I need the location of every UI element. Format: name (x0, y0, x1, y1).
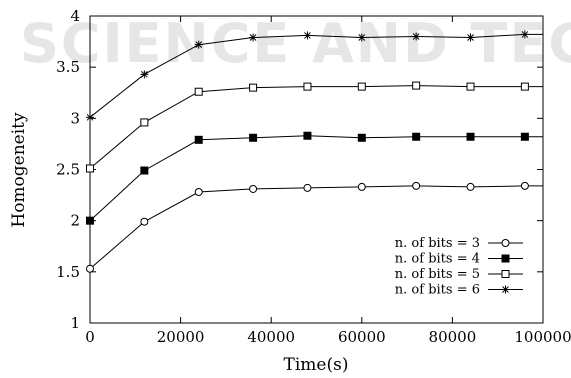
data-point (86, 264, 94, 273)
data-point (520, 30, 529, 39)
legend-entry: n. of bits = 5 (395, 267, 523, 282)
data-point (412, 132, 421, 141)
legend-label: n. of bits = 3 (395, 236, 480, 251)
x-tick-label: 20000 (157, 328, 205, 346)
legend-marker (501, 254, 510, 263)
data-point (303, 31, 312, 40)
legend-marker (501, 285, 510, 294)
series-4 (86, 30, 543, 122)
legend-label: n. of bits = 5 (395, 267, 480, 282)
legend: n. of bits = 3n. of bits = 4n. of bits =… (395, 236, 523, 298)
y-tick-label: 2 (70, 212, 80, 230)
data-point (303, 82, 312, 91)
x-tick-label: 80000 (429, 328, 477, 346)
data-point (357, 33, 366, 42)
data-point (194, 135, 203, 144)
data-point (357, 82, 366, 91)
data-point (303, 131, 312, 140)
data-point (412, 181, 421, 190)
data-point (412, 81, 421, 90)
series-3 (86, 81, 543, 173)
data-point (520, 132, 529, 141)
legend-marker (501, 270, 510, 278)
data-point (86, 216, 94, 225)
y-tick-label: 4 (70, 7, 80, 25)
data-point (194, 188, 203, 197)
series-line (89, 135, 543, 222)
x-axis: 0 20000 40000 60000 80000 100000 (85, 16, 571, 346)
data-point (357, 133, 366, 142)
watermark-text: SCIENCE AND TECH (20, 12, 571, 75)
y-tick-label: 1.5 (56, 263, 80, 281)
data-point (140, 118, 149, 127)
data-point (357, 182, 366, 191)
data-point (194, 87, 203, 96)
data-point (303, 183, 312, 192)
series-line (89, 33, 543, 118)
x-tick-label: 40000 (247, 328, 295, 346)
data-point (466, 132, 475, 141)
series-1 (86, 181, 543, 273)
y-tick-label: 3.5 (56, 58, 80, 76)
legend-label: n. of bits = 4 (395, 252, 480, 267)
legend-label: n. of bits = 6 (395, 283, 480, 298)
series-layer (86, 30, 543, 273)
y-axis-title: Homogeneity (9, 112, 29, 228)
data-point (466, 33, 475, 42)
series-2 (86, 131, 543, 225)
data-point (520, 82, 529, 91)
data-point (140, 70, 149, 79)
data-point (194, 40, 203, 49)
legend-marker (501, 239, 510, 247)
data-point (86, 113, 94, 122)
data-point (249, 33, 258, 42)
legend-entry: n. of bits = 6 (395, 283, 523, 298)
x-tick-label: 100000 (514, 328, 571, 346)
legend-entry: n. of bits = 3 (395, 236, 523, 251)
data-point (466, 182, 475, 191)
x-tick-label: 0 (85, 328, 95, 346)
legend-entry: n. of bits = 4 (395, 252, 523, 267)
y-tick-label: 3 (70, 109, 80, 127)
data-point (249, 83, 258, 92)
data-point (249, 133, 258, 142)
data-point (466, 82, 475, 91)
series-line (89, 85, 543, 169)
data-point (140, 166, 149, 175)
x-tick-label: 60000 (338, 328, 386, 346)
data-point (86, 164, 94, 173)
data-point (140, 217, 149, 226)
data-point (520, 181, 529, 190)
data-point (412, 32, 421, 41)
x-axis-title: Time(s) (284, 355, 349, 375)
series-line (89, 185, 543, 270)
y-tick-label: 1 (70, 314, 80, 332)
y-axis: 1 1.5 2 2.5 3 3.5 4 (56, 7, 543, 332)
y-tick-label: 2.5 (56, 161, 80, 179)
data-point (249, 184, 258, 193)
